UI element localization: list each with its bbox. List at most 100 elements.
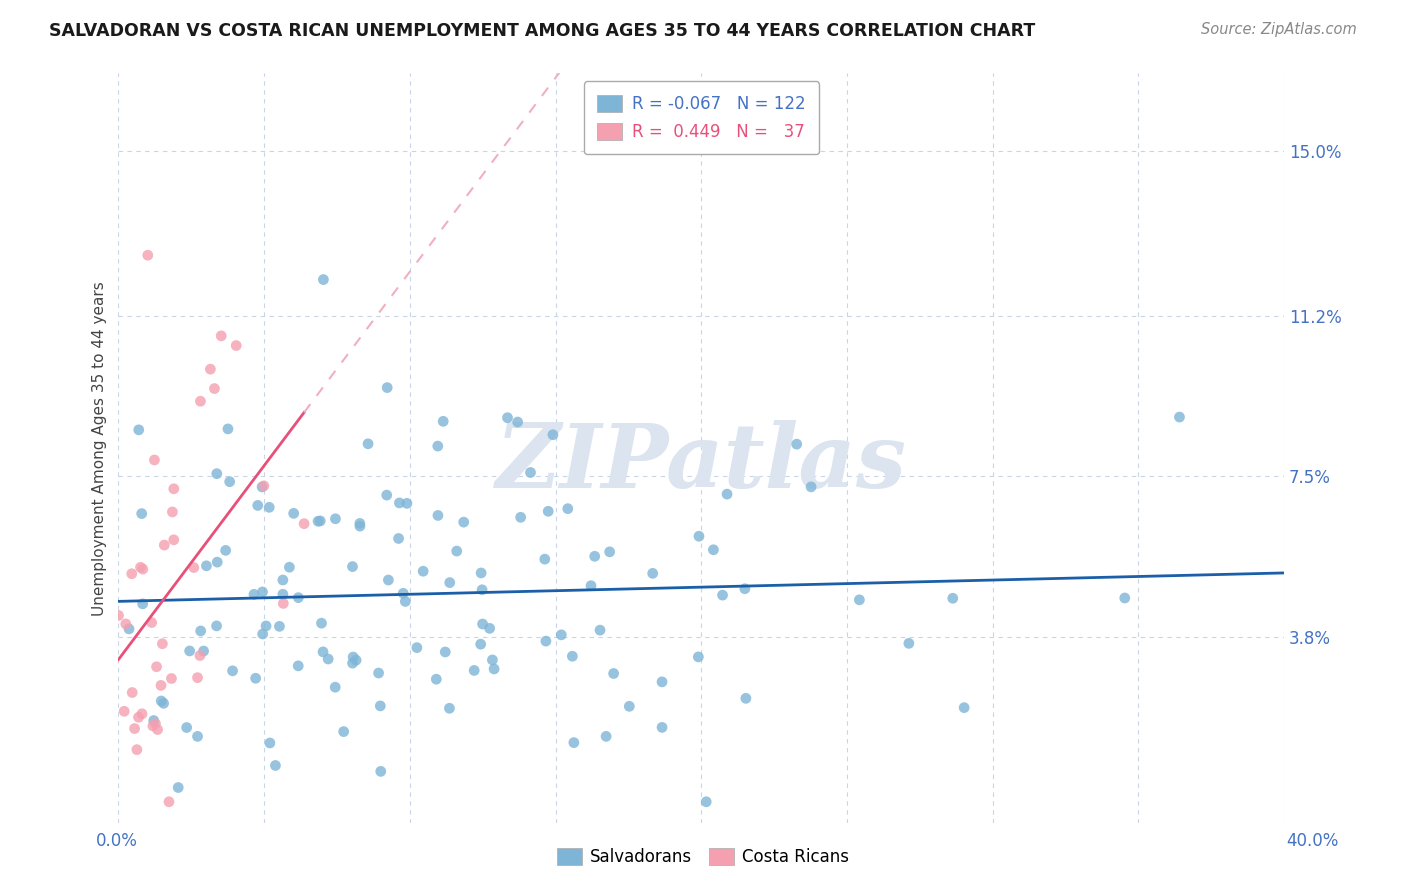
- Point: [145, 659, 167, 673]
- Point: [370, 764, 392, 779]
- Point: [602, 666, 624, 681]
- Point: [463, 664, 485, 678]
- Point: [388, 496, 411, 510]
- Point: [214, 543, 236, 558]
- Point: [406, 640, 429, 655]
- Point: [157, 795, 180, 809]
- Point: [395, 496, 418, 510]
- Point: [349, 519, 371, 533]
- Point: [150, 678, 173, 692]
- Point: [716, 487, 738, 501]
- Point: [205, 467, 228, 481]
- Point: [167, 780, 190, 795]
- Point: [470, 637, 492, 651]
- Point: [273, 597, 295, 611]
- Point: [183, 560, 205, 574]
- Point: [125, 742, 148, 756]
- Point: [562, 736, 585, 750]
- Point: [209, 329, 232, 343]
- Point: [688, 529, 710, 543]
- Point: [695, 795, 717, 809]
- Point: [316, 652, 339, 666]
- Point: [150, 694, 173, 708]
- Point: [186, 730, 208, 744]
- Point: [254, 619, 277, 633]
- Point: [245, 671, 267, 685]
- Point: [153, 538, 176, 552]
- Point: [118, 622, 141, 636]
- Text: 40.0%: 40.0%: [1286, 831, 1339, 849]
- Point: [595, 730, 617, 744]
- Point: [163, 482, 186, 496]
- Point: [434, 645, 457, 659]
- Point: [271, 573, 294, 587]
- Point: [478, 621, 501, 635]
- Point: [446, 544, 468, 558]
- Point: [271, 587, 294, 601]
- Point: [496, 410, 519, 425]
- Point: [124, 722, 146, 736]
- Point: [252, 627, 274, 641]
- Point: [259, 736, 281, 750]
- Point: [711, 588, 734, 602]
- Point: [482, 662, 505, 676]
- Point: [136, 248, 159, 262]
- Point: [342, 559, 364, 574]
- Point: [143, 453, 166, 467]
- Point: [307, 514, 329, 528]
- Point: [786, 437, 808, 451]
- Point: [253, 479, 276, 493]
- Point: [481, 653, 503, 667]
- Point: [342, 650, 364, 665]
- Point: [186, 671, 208, 685]
- Point: [439, 575, 461, 590]
- Point: [200, 362, 222, 376]
- Point: [425, 672, 447, 686]
- Point: [162, 505, 184, 519]
- Point: [471, 582, 494, 597]
- Point: [537, 504, 560, 518]
- Point: [619, 699, 641, 714]
- Point: [325, 512, 347, 526]
- Point: [651, 674, 673, 689]
- Point: [129, 560, 152, 574]
- Point: [188, 648, 211, 663]
- Point: [323, 680, 346, 694]
- Point: [387, 532, 409, 546]
- Point: [506, 415, 529, 429]
- Point: [160, 672, 183, 686]
- Point: [205, 619, 228, 633]
- Point: [426, 439, 449, 453]
- Point: [131, 507, 153, 521]
- Point: [561, 649, 583, 664]
- Point: [509, 510, 531, 524]
- Point: [190, 624, 212, 638]
- Point: [179, 644, 201, 658]
- Point: [278, 560, 301, 574]
- Point: [800, 480, 823, 494]
- Point: [195, 558, 218, 573]
- Point: [269, 619, 291, 633]
- Point: [150, 637, 173, 651]
- Point: [112, 704, 135, 718]
- Point: [702, 542, 724, 557]
- Point: [217, 422, 239, 436]
- Point: [541, 427, 564, 442]
- Point: [519, 466, 541, 480]
- Point: [426, 508, 449, 523]
- Point: [533, 552, 555, 566]
- Point: [287, 658, 309, 673]
- Point: [132, 562, 155, 576]
- Point: [309, 514, 332, 528]
- Point: [152, 696, 174, 710]
- Point: [557, 501, 579, 516]
- Point: [107, 608, 129, 623]
- Point: [204, 382, 226, 396]
- Point: [243, 587, 266, 601]
- Point: [651, 720, 673, 734]
- Point: [190, 394, 212, 409]
- Y-axis label: Unemployment Among Ages 35 to 44 years: Unemployment Among Ages 35 to 44 years: [93, 281, 107, 615]
- Point: [344, 653, 367, 667]
- Point: [312, 272, 335, 286]
- Point: [357, 437, 380, 451]
